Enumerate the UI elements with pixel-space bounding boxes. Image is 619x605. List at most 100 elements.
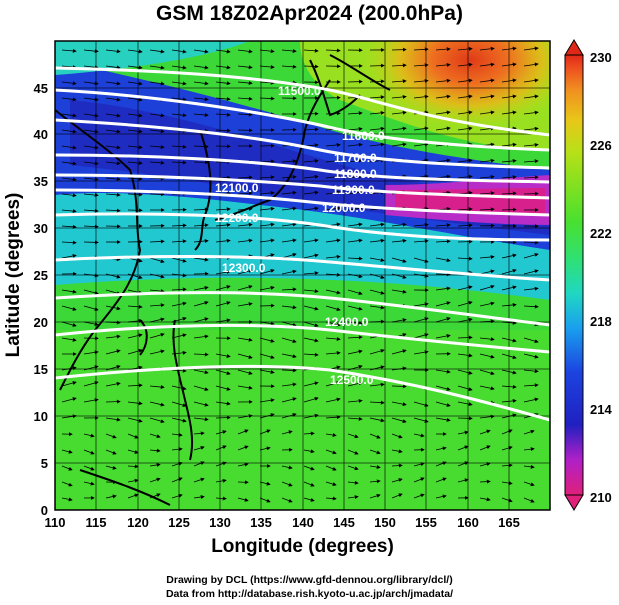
x-tick-label: 125 xyxy=(168,515,190,530)
wind-arrow xyxy=(435,385,451,391)
wind-arrow xyxy=(435,477,447,483)
wind-arrow xyxy=(259,446,271,451)
wind-arrow xyxy=(61,397,77,403)
wind-arrow xyxy=(501,285,517,291)
wind-arrow xyxy=(281,287,297,292)
wind-arrow xyxy=(479,385,495,391)
wind-arrow xyxy=(193,285,209,291)
wind-arrow xyxy=(479,78,495,83)
wind-arrow xyxy=(61,337,77,342)
wind-arrow xyxy=(259,285,275,291)
wind-arrow xyxy=(435,239,451,244)
wind-arrow xyxy=(501,268,517,275)
wind-arrow xyxy=(259,369,275,374)
wind-arrow xyxy=(413,401,429,407)
wind-arrow xyxy=(413,417,429,423)
wind-arrow xyxy=(347,480,359,485)
wind-arrow xyxy=(105,208,121,213)
wind-arrow xyxy=(325,336,341,341)
wind-arrow xyxy=(457,174,473,179)
wind-arrow xyxy=(171,385,187,391)
wind-arrow xyxy=(127,449,139,454)
wind-arrow xyxy=(347,433,359,439)
wind-arrow xyxy=(523,447,535,452)
wind-arrow xyxy=(83,208,99,213)
wind-arrow xyxy=(523,252,539,259)
wind-arrow xyxy=(193,113,209,118)
x-axis-label: Longitude (degrees) xyxy=(211,536,394,557)
wind-arrow xyxy=(171,301,187,307)
wind-arrow xyxy=(83,161,99,166)
x-tick-label: 145 xyxy=(333,515,355,530)
wind-arrow xyxy=(171,417,187,423)
wind-arrow xyxy=(259,429,271,435)
wind-arrow xyxy=(149,417,165,424)
wind-arrow xyxy=(61,224,77,229)
wind-arrow xyxy=(457,461,469,467)
wind-arrow xyxy=(391,493,403,499)
contour-label: 11600.0 xyxy=(342,129,385,143)
wind-arrow xyxy=(457,94,473,99)
wind-arrow xyxy=(105,49,121,54)
wind-arrow xyxy=(501,175,517,180)
wind-arrow xyxy=(347,416,363,421)
wind-arrow xyxy=(237,445,249,451)
wind-arrow xyxy=(237,49,253,54)
x-tick-label: 165 xyxy=(498,515,520,530)
wind-arrow xyxy=(369,400,385,405)
wind-arrow xyxy=(281,465,293,470)
wind-arrow xyxy=(501,62,517,67)
wind-arrow xyxy=(83,193,99,198)
wind-arrow xyxy=(193,257,209,262)
wind-arrow xyxy=(303,64,319,69)
wind-arrow xyxy=(83,224,99,229)
x-tick-label: 135 xyxy=(250,515,272,530)
wind-arrow xyxy=(281,48,297,53)
wind-arrow xyxy=(325,380,341,387)
wind-arrow xyxy=(171,477,183,483)
wind-arrow xyxy=(259,222,275,227)
wind-arrow xyxy=(347,398,363,403)
wind-arrow xyxy=(193,477,205,483)
wind-arrow xyxy=(127,333,143,339)
wind-arrow xyxy=(193,97,209,102)
wind-arrow xyxy=(303,413,319,419)
wind-arrow xyxy=(479,414,495,419)
wind-arrow xyxy=(237,497,249,502)
wind-arrow xyxy=(523,126,539,131)
wind-arrow xyxy=(259,321,275,326)
wind-arrow xyxy=(303,465,315,471)
wind-arrow xyxy=(325,415,341,420)
wind-arrow xyxy=(347,381,363,387)
wind-arrow xyxy=(171,447,183,452)
wind-arrow xyxy=(171,461,183,467)
wind-arrow xyxy=(83,177,99,182)
contour-label: 12200.0 xyxy=(215,211,259,225)
wind-arrow xyxy=(281,481,293,487)
wind-arrow xyxy=(347,305,363,311)
wind-arrow xyxy=(501,110,517,115)
wind-arrow xyxy=(281,238,297,243)
wind-arrow xyxy=(523,110,539,115)
wind-arrow xyxy=(215,401,231,406)
wind-arrow xyxy=(105,161,121,166)
wind-arrow xyxy=(369,273,385,279)
wind-arrow xyxy=(259,353,275,359)
wind-arrow xyxy=(523,369,539,374)
wind-arrow xyxy=(193,65,209,70)
wind-arrow xyxy=(215,445,227,451)
wind-arrow xyxy=(215,385,231,391)
wind-arrow xyxy=(369,110,385,115)
wind-arrow xyxy=(303,190,319,195)
wind-arrow xyxy=(127,161,143,166)
wind-arrow xyxy=(523,159,539,164)
wind-arrow xyxy=(501,78,517,83)
wind-arrow xyxy=(127,273,143,280)
wind-arrow xyxy=(259,398,275,403)
y-tick-label: 10 xyxy=(34,409,48,424)
wind-arrow xyxy=(391,94,407,99)
wind-arrow xyxy=(413,63,429,68)
temperature-field: 11500.0 11600.0 11700.0 11800.0 11900.0 … xyxy=(55,41,550,510)
wind-arrow xyxy=(347,256,363,261)
wind-arrow xyxy=(457,478,469,483)
